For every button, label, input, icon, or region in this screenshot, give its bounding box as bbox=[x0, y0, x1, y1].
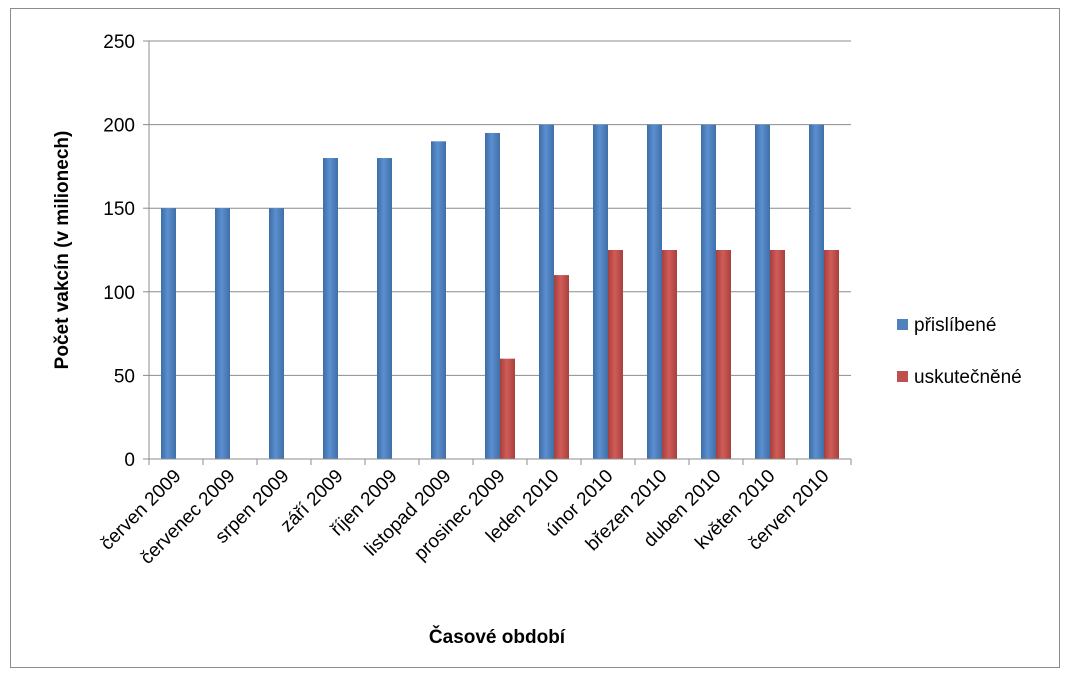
x-tick-label: červenec 2009 bbox=[137, 466, 240, 569]
bar-series-promised-bar bbox=[215, 208, 230, 459]
bar-series-delivered-bar bbox=[824, 250, 839, 459]
legend-label: uskutečněné bbox=[914, 367, 1022, 388]
bar-series-promised-bar bbox=[647, 124, 662, 459]
x-axis-title: Časové období bbox=[429, 626, 566, 648]
bar-series-delivered-bar bbox=[662, 250, 677, 459]
legend-item-delivered: uskutečněné bbox=[897, 367, 1022, 388]
bar-series-delivered-bar bbox=[770, 250, 785, 459]
bar-series-delivered-bar bbox=[716, 250, 731, 459]
legend: přislíbené uskutečněné bbox=[897, 315, 1022, 388]
legend-swatch bbox=[897, 371, 908, 382]
bar-series-promised-bar bbox=[809, 124, 824, 459]
y-tick-label: 200 bbox=[103, 116, 135, 137]
bar-series-promised-bar bbox=[485, 132, 500, 459]
y-tick-label: 100 bbox=[103, 283, 135, 304]
legend-swatch bbox=[897, 319, 908, 330]
bar-series-promised-bar bbox=[593, 124, 608, 459]
bar-series-promised-bar bbox=[755, 124, 770, 459]
bar-series-promised-bar bbox=[161, 208, 176, 459]
y-tick-label: 150 bbox=[103, 199, 135, 220]
bar-series-promised-bar bbox=[377, 158, 392, 460]
bar-series-promised-bar bbox=[539, 124, 554, 459]
bar-series-delivered-bar bbox=[500, 358, 515, 459]
bars bbox=[161, 124, 839, 460]
y-tick-label: 250 bbox=[103, 32, 135, 53]
legend-label: přislíbené bbox=[914, 315, 996, 336]
y-axis-title: Počet vakcín (v milionech) bbox=[52, 131, 73, 370]
y-tick-label: 0 bbox=[124, 450, 135, 471]
y-tick-label: 50 bbox=[114, 366, 135, 387]
bar-series-promised-bar bbox=[701, 124, 716, 459]
bar-series-delivered-bar bbox=[608, 250, 623, 459]
legend-item-promised: přislíbené bbox=[897, 315, 996, 336]
bar-series-promised-bar bbox=[431, 141, 446, 459]
axes bbox=[143, 40, 852, 465]
bar-series-delivered-bar bbox=[554, 275, 569, 459]
bar-series-promised-bar bbox=[323, 158, 338, 460]
y-tick-labels: 0 50 100 150 200 250 bbox=[103, 32, 135, 471]
bar-series-promised-bar bbox=[269, 208, 284, 459]
chart-frame bbox=[10, 8, 1060, 668]
